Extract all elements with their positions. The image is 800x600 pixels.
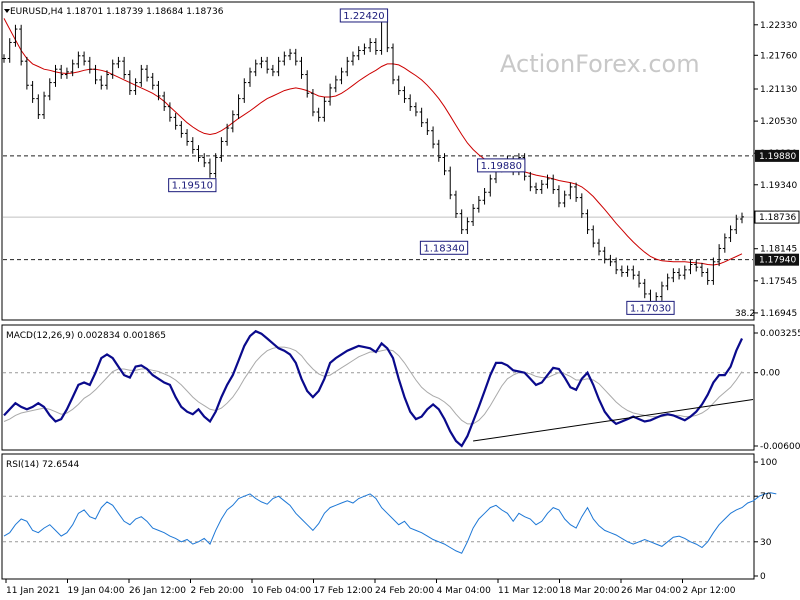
x-tick-label: 10 Feb 04:00 — [252, 586, 311, 596]
price-annotation-label-box — [168, 178, 217, 193]
x-tick-label: 2 Apr 12:00 — [683, 586, 736, 596]
x-tick-label: 18 Mar 20:00 — [560, 586, 620, 596]
price-annotation-label: 1.18340 — [423, 243, 464, 254]
x-tick-label: 26 Jan 12:00 — [129, 586, 186, 596]
macd-y-tick-label: 0.00 — [760, 369, 780, 379]
macd-panel — [1, 324, 755, 451]
x-tick-label: 2 Feb 20:00 — [191, 586, 245, 596]
x-tick-label: 26 Mar 04:00 — [621, 586, 681, 596]
price-y-tick-label: 1.21760 — [760, 51, 797, 61]
price-annotation-label: 1.22420 — [343, 11, 384, 22]
x-tick-label: 4 Mar 04:00 — [437, 586, 492, 596]
level-price-tag: 1.19880 — [759, 152, 796, 162]
price-y-tick-label: 1.18145 — [760, 245, 797, 255]
rsi-y-axis: 100 70 30 0 — [754, 458, 777, 582]
collapse-triangle-icon[interactable] — [4, 9, 10, 13]
price-y-tick-label: 1.19340 — [760, 181, 797, 191]
x-tick-label: 11 Jan 2021 — [6, 586, 60, 596]
watermark: ActionForex.com — [500, 50, 700, 78]
x-axis: 11 Jan 2021 19 Jan 04:00 26 Jan 12:00 2 Feb… — [5, 579, 736, 596]
price-annotation-label-box — [419, 240, 469, 255]
price-annotation-label: 1.19880 — [481, 161, 522, 172]
price-y-tick-label: 1.20530 — [760, 117, 797, 127]
level-price-tag: 1.17940 — [759, 256, 796, 266]
macd-series-group — [3, 329, 754, 448]
rsi-line — [3, 492, 777, 554]
price-y-tick-label: 1.21130 — [760, 85, 797, 95]
macd-trendline — [473, 399, 754, 442]
rsi-y-tick-label: 70 — [760, 492, 772, 502]
macd-y-axis: 0.003255 0.00 -0.006009 — [754, 329, 800, 452]
x-tick-label: 19 Jan 04:00 — [68, 586, 125, 596]
price-y-axis: 1.223301.217601.211301.205301.199301.193… — [754, 21, 800, 319]
price-annotation-label-box — [339, 8, 389, 23]
price-y-tick-label: 1.22330 — [760, 21, 797, 31]
level-price-tag-box — [755, 253, 799, 266]
rsi-y-tick-label: 0 — [760, 572, 766, 582]
price-title: EURUSD,H4 1.18701 1.18739 1.18684 1.1873… — [10, 7, 224, 17]
rsi-title: RSI(14) 72.6544 — [6, 460, 79, 470]
price-annotation-label: 1.17030 — [630, 303, 671, 314]
moving-average-line — [3, 18, 743, 266]
price-annotation-label-box — [477, 158, 526, 173]
x-tick-label: 11 Mar 12:00 — [498, 586, 558, 596]
x-tick-label: 24 Feb 20:00 — [375, 586, 434, 596]
rsi-y-tick-label: 30 — [760, 538, 772, 548]
current-price-tag-box — [754, 210, 800, 224]
price-y-tick-label: 1.17545 — [760, 277, 797, 287]
price-panel — [1, 1, 755, 321]
rsi-y-tick-label: 100 — [760, 458, 777, 468]
fib-level-label: 38.2 — [735, 309, 755, 319]
macd-signal-line — [3, 346, 743, 425]
x-tick-label: 17 Feb 12:00 — [314, 586, 373, 596]
price-annotation-label-box — [626, 300, 675, 315]
price-y-tick-label: 1.16945 — [760, 309, 797, 319]
price-level-lines — [3, 155, 753, 261]
macd-y-tick-label: 0.003255 — [760, 329, 800, 339]
rsi-series-group — [3, 492, 777, 554]
current-price-tag: 1.18736 — [759, 213, 796, 223]
level-price-tag-box — [755, 149, 799, 162]
price-annotation-label: 1.19510 — [172, 181, 213, 192]
macd-main-line — [3, 329, 743, 448]
macd-y-tick-label: -0.006009 — [760, 442, 800, 452]
rsi-panel — [1, 453, 755, 580]
macd-title: MACD(12,26,9) 0.002834 0.001865 — [6, 331, 166, 341]
price-annotations: 1.22420 1.19510 1.18340 1.19880 1.17030 — [168, 8, 675, 315]
